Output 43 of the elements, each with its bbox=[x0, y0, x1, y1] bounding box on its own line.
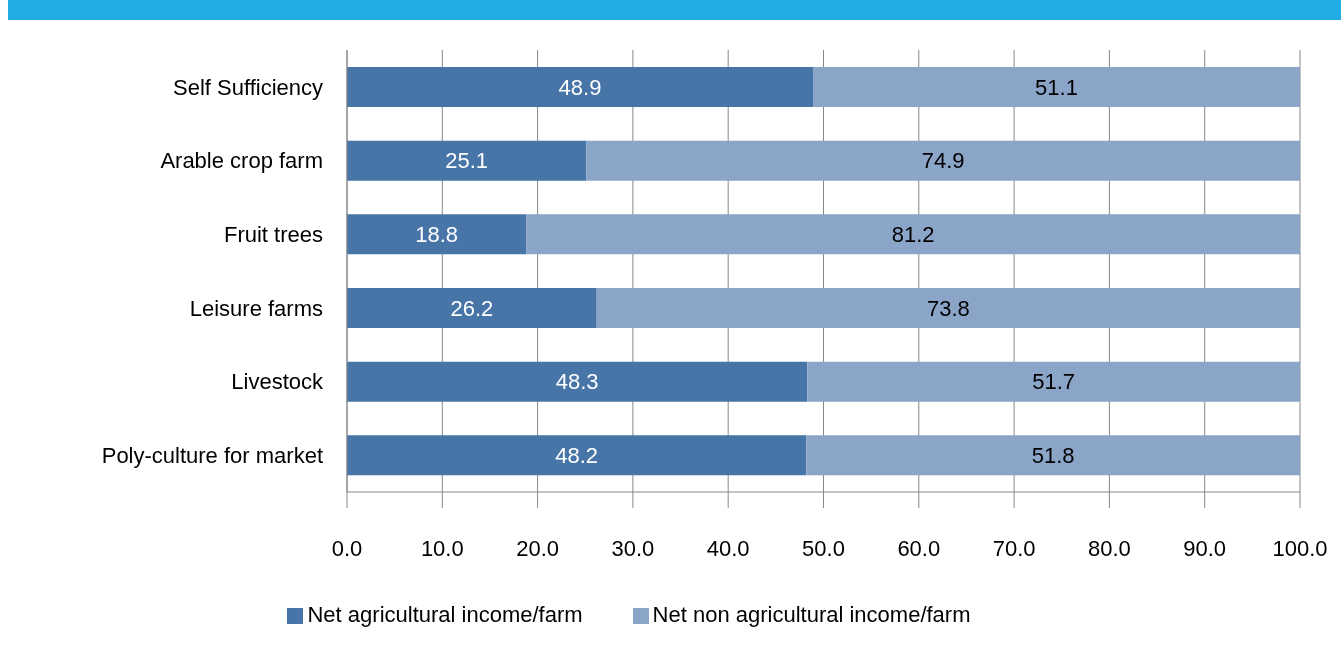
data-label: 51.8 bbox=[1031, 443, 1075, 469]
bar bbox=[347, 288, 597, 328]
x-tick-label: 60.0 bbox=[897, 535, 941, 561]
bar bbox=[596, 288, 1300, 328]
bar bbox=[347, 361, 808, 402]
bar bbox=[347, 214, 527, 255]
data-label: 51.7 bbox=[1032, 369, 1076, 395]
legend-label: Net agricultural income/farm bbox=[307, 602, 583, 627]
x-tick-label: 50.0 bbox=[802, 535, 845, 561]
x-tick-label: 10.0 bbox=[420, 535, 464, 561]
bar bbox=[347, 435, 807, 476]
x-tick-label: 40.0 bbox=[706, 535, 750, 561]
y-tick-label: Livestock bbox=[231, 369, 324, 395]
bar bbox=[347, 67, 814, 107]
bar bbox=[526, 214, 1300, 255]
x-tick-label: 70.0 bbox=[992, 535, 1036, 561]
x-tick-label: 30.0 bbox=[611, 535, 655, 561]
legend-label: Net non agricultural income/farm bbox=[652, 602, 971, 627]
data-label: 48.9 bbox=[558, 74, 602, 100]
y-tick-label: Leisure farms bbox=[189, 295, 323, 321]
data-label: 81.2 bbox=[891, 222, 935, 248]
data-label: 18.8 bbox=[415, 222, 458, 248]
bar bbox=[813, 67, 1300, 107]
data-label: 74.9 bbox=[921, 148, 965, 174]
y-tick-label: Arable crop farm bbox=[160, 148, 323, 174]
data-label: 48.3 bbox=[555, 369, 599, 395]
bar bbox=[807, 361, 1300, 402]
bar bbox=[347, 140, 587, 181]
data-label: 26.2 bbox=[450, 295, 494, 321]
x-tick-label: 0.0 bbox=[331, 535, 363, 561]
y-tick-label: Poly-culture for market bbox=[101, 442, 323, 468]
data-label: 25.1 bbox=[445, 148, 489, 174]
data-label: 73.8 bbox=[926, 295, 970, 321]
x-tick-label: 90.0 bbox=[1183, 535, 1227, 561]
data-label: 51.1 bbox=[1035, 74, 1078, 100]
y-tick-label: Fruit trees bbox=[223, 221, 323, 247]
x-tick-label: 80.0 bbox=[1087, 535, 1131, 561]
x-tick-label: 20.0 bbox=[516, 535, 560, 561]
data-label: 48.2 bbox=[555, 443, 599, 469]
x-tick-label: 100.0 bbox=[1272, 535, 1328, 561]
y-tick-label: Self Sufficiency bbox=[172, 74, 323, 100]
bar bbox=[806, 435, 1300, 476]
bar bbox=[586, 140, 1300, 181]
